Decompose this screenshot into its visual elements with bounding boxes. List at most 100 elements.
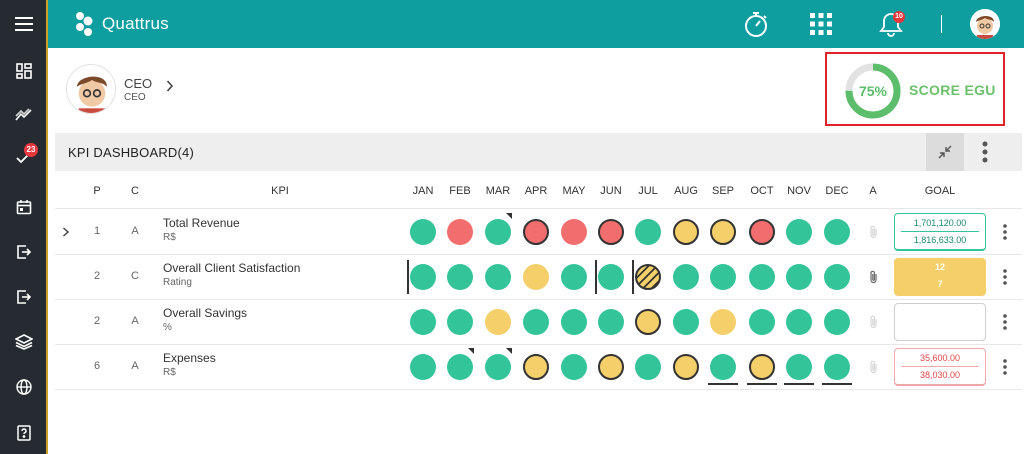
kpi-name[interactable]: Total Revenue xyxy=(163,216,240,230)
status-dot-nov[interactable] xyxy=(786,218,812,245)
status-dot-sep[interactable] xyxy=(710,263,736,290)
status-dot-apr[interactable] xyxy=(523,218,549,245)
status-dot-mar[interactable] xyxy=(485,263,511,290)
status-dot-mar[interactable] xyxy=(485,308,511,335)
kpi-name[interactable]: Expenses xyxy=(163,351,216,365)
col-header-feb[interactable]: FEB xyxy=(449,185,471,197)
collapse-button[interactable] xyxy=(926,133,964,171)
status-dot-jul[interactable] xyxy=(635,308,661,335)
status-dot-feb[interactable] xyxy=(447,218,473,245)
goal-box[interactable]: 12 7 xyxy=(894,257,986,296)
sidebar-item-tasks[interactable]: 23 xyxy=(0,143,48,173)
col-header-jun[interactable]: JUN xyxy=(600,185,622,197)
row-more-button[interactable] xyxy=(998,355,1012,379)
status-dot-jan[interactable] xyxy=(410,308,436,335)
user-avatar[interactable] xyxy=(970,9,1000,39)
col-header-c[interactable]: C xyxy=(131,185,139,197)
status-dot-dec[interactable] xyxy=(824,353,850,380)
status-dot-sep[interactable] xyxy=(710,308,736,335)
status-dot-jun[interactable] xyxy=(598,218,624,245)
chevron-right-icon[interactable] xyxy=(166,80,174,92)
status-dot-nov[interactable] xyxy=(786,263,812,290)
sidebar-item-layers[interactable] xyxy=(0,327,48,357)
sidebar-item-logout[interactable] xyxy=(0,282,48,312)
status-dot-apr[interactable] xyxy=(523,263,549,290)
col-header-jan[interactable]: JAN xyxy=(412,185,434,197)
status-dot-apr[interactable] xyxy=(523,353,549,380)
status-dot-oct[interactable] xyxy=(749,218,775,245)
row-more-button[interactable] xyxy=(998,310,1012,334)
attachment-icon[interactable] xyxy=(869,225,879,239)
status-dot-oct[interactable] xyxy=(749,353,775,380)
col-header-a[interactable]: A xyxy=(869,185,877,197)
col-header-nov[interactable]: NOV xyxy=(787,185,811,197)
status-dot-jul[interactable] xyxy=(635,263,661,290)
status-dot-dec[interactable] xyxy=(824,308,850,335)
status-dot-nov[interactable] xyxy=(786,308,812,335)
status-dot-mar[interactable] xyxy=(485,353,511,380)
status-dot-may[interactable] xyxy=(561,263,587,290)
status-dot-aug[interactable] xyxy=(673,308,699,335)
status-dot-jun[interactable] xyxy=(598,263,624,290)
row-more-button[interactable] xyxy=(998,220,1012,244)
attachment-icon[interactable] xyxy=(869,270,879,284)
status-dot-feb[interactable] xyxy=(447,308,473,335)
status-dot-jul[interactable] xyxy=(635,218,661,245)
status-dot-jan[interactable] xyxy=(410,218,436,245)
status-dot-aug[interactable] xyxy=(673,218,699,245)
row-more-button[interactable] xyxy=(998,265,1012,289)
kpi-name[interactable]: Overall Client Satisfaction xyxy=(163,261,301,275)
status-dot-feb[interactable] xyxy=(447,353,473,380)
col-header-goal[interactable]: GOAL xyxy=(924,185,956,197)
attachment-icon[interactable] xyxy=(869,360,879,374)
status-dot-nov[interactable] xyxy=(786,353,812,380)
sidebar-item-globe[interactable] xyxy=(0,372,48,402)
sidebar-item-dashboard[interactable] xyxy=(0,56,48,86)
sidebar-item-trend[interactable] xyxy=(0,100,48,130)
status-dot-feb[interactable] xyxy=(447,263,473,290)
status-dot-sep[interactable] xyxy=(710,353,736,380)
col-header-kpi[interactable]: KPI xyxy=(271,185,289,197)
status-dot-jan[interactable] xyxy=(410,263,436,290)
status-dot-mar[interactable] xyxy=(485,218,511,245)
status-dot-oct[interactable] xyxy=(749,308,775,335)
col-header-oct[interactable]: OCT xyxy=(750,185,774,197)
timer-button[interactable] xyxy=(741,9,771,39)
col-header-jul[interactable]: JUL xyxy=(638,185,658,197)
status-dot-jun[interactable] xyxy=(598,308,624,335)
status-dot-may[interactable] xyxy=(561,353,587,380)
col-header-p[interactable]: P xyxy=(93,185,101,197)
goal-box[interactable] xyxy=(894,302,986,341)
status-dot-oct[interactable] xyxy=(749,263,775,290)
status-dot-sep[interactable] xyxy=(710,218,736,245)
apps-button[interactable] xyxy=(806,9,836,39)
status-dot-dec[interactable] xyxy=(824,218,850,245)
status-dot-apr[interactable] xyxy=(523,308,549,335)
col-header-may[interactable]: MAY xyxy=(562,185,586,197)
kpi-name[interactable]: Overall Savings xyxy=(163,306,248,320)
brand-logo[interactable]: Quattrus xyxy=(74,10,169,38)
attachment-icon[interactable] xyxy=(869,315,879,329)
status-dot-may[interactable] xyxy=(561,308,587,335)
profile-summary[interactable]: CEO CEO xyxy=(66,64,174,114)
sidebar-item-help[interactable] xyxy=(0,418,48,448)
status-dot-aug[interactable] xyxy=(673,263,699,290)
goal-box[interactable]: 1,701,120.00 1,816,633.00 xyxy=(894,212,986,251)
col-header-aug[interactable]: AUG xyxy=(674,185,698,197)
chevron-right-icon[interactable] xyxy=(62,226,70,237)
dashboard-more-button[interactable] xyxy=(973,139,997,165)
status-dot-may[interactable] xyxy=(561,218,587,245)
notifications-button[interactable]: 10 xyxy=(876,9,906,39)
col-header-apr[interactable]: APR xyxy=(524,185,548,197)
sidebar-menu-toggle[interactable] xyxy=(0,9,48,39)
status-dot-jun[interactable] xyxy=(598,353,624,380)
col-header-dec[interactable]: DEC xyxy=(825,185,849,197)
sidebar-item-export[interactable] xyxy=(0,237,48,267)
col-header-sep[interactable]: SEP xyxy=(711,185,734,197)
status-dot-jul[interactable] xyxy=(635,353,661,380)
status-dot-dec[interactable] xyxy=(824,263,850,290)
status-dot-jan[interactable] xyxy=(410,353,436,380)
col-header-mar[interactable]: MAR xyxy=(485,185,511,197)
sidebar-item-calendar[interactable] xyxy=(0,192,48,222)
status-dot-aug[interactable] xyxy=(673,353,699,380)
